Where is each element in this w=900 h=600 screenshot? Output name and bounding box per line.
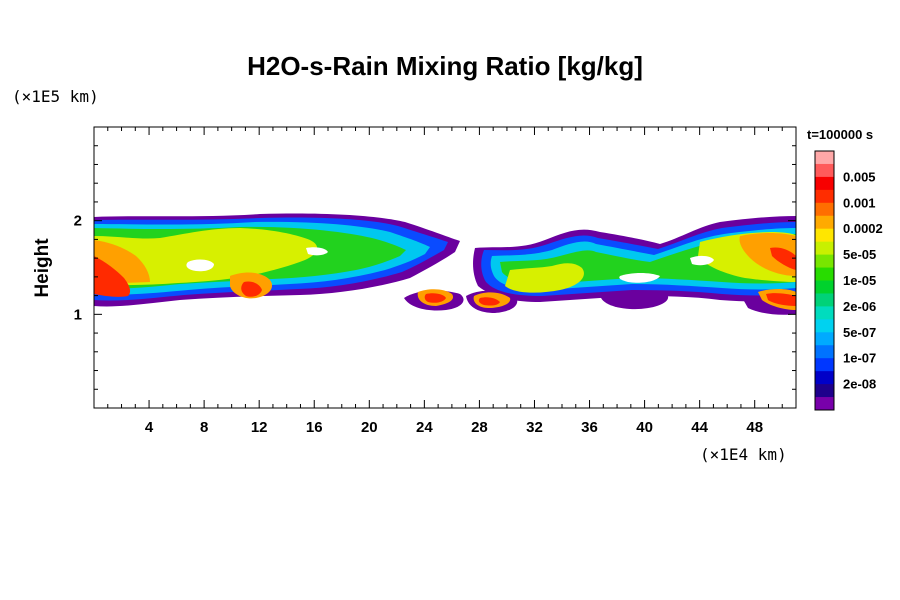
colorbar-swatch xyxy=(815,241,834,256)
x-axis-ticks: 4 8 12 16 20 24 28 32 36 40 44 48 xyxy=(107,127,797,436)
x-tick-label: 12 xyxy=(251,419,268,436)
chart-title: H2O-s-Rain Mixing Ratio [kg/kg] xyxy=(247,51,643,81)
colorbar-swatch xyxy=(815,384,834,398)
colorbar-label: 0.001 xyxy=(843,195,876,210)
colorbar-swatch xyxy=(815,202,834,217)
colorbar-swatch xyxy=(815,306,834,320)
colorbar-swatch xyxy=(815,332,834,346)
x-tick-label: 32 xyxy=(526,419,543,436)
colorbar-swatch xyxy=(815,228,834,243)
x-tick-label: 20 xyxy=(361,419,378,436)
colorbar-swatch xyxy=(815,176,834,191)
x-tick-label: 44 xyxy=(691,419,708,436)
time-label: t=100000 s xyxy=(807,127,873,142)
x-tick-label: 28 xyxy=(471,419,488,436)
contour-band-red xyxy=(94,247,796,306)
colorbar-swatch xyxy=(815,345,834,359)
plot-frame xyxy=(93,126,797,409)
colorbar-label: 5e-05 xyxy=(843,247,876,262)
colorbar-label: 2e-08 xyxy=(843,377,876,392)
colorbar-label: 1e-07 xyxy=(843,351,876,366)
colorbar-frame xyxy=(814,150,835,411)
colorbar-swatch xyxy=(815,215,834,230)
colorbar-label: 2e-06 xyxy=(843,299,876,314)
x-tick-label: 4 xyxy=(145,419,154,436)
x-tick-label: 8 xyxy=(200,419,208,436)
contour-holes xyxy=(186,247,714,283)
x-tick-label: 24 xyxy=(416,419,433,436)
y-tick-label: 1 xyxy=(74,306,82,323)
colorbar-swatch xyxy=(815,371,834,385)
y-axis-label: Height xyxy=(32,238,53,298)
colorbar-label: 0.0002 xyxy=(843,221,883,236)
colorbar-swatch xyxy=(815,189,834,204)
x-tick-label: 36 xyxy=(581,419,598,436)
colorbar-swatch xyxy=(815,151,834,165)
colorbar-swatch xyxy=(815,163,834,178)
colorbar: 0.005 0.001 0.0002 5e-05 1e-05 2e-06 5e-07 1e-0… xyxy=(814,150,883,411)
colorbar-label: 1e-05 xyxy=(843,273,876,288)
colorbar-swatch xyxy=(815,319,834,333)
y-tick-label: 2 xyxy=(74,213,82,230)
x-unit-label: (×1E4 km) xyxy=(700,445,787,464)
x-tick-label: 16 xyxy=(306,419,323,436)
colorbar-label: 0.005 xyxy=(843,169,876,184)
colorbar-swatch xyxy=(815,293,834,307)
colorbar-swatch xyxy=(815,358,834,372)
x-tick-label: 40 xyxy=(636,419,653,436)
colorbar-swatch xyxy=(815,397,834,411)
colorbar-swatch xyxy=(815,254,834,269)
colorbar-swatch xyxy=(815,267,834,281)
colorbar-label: 5e-07 xyxy=(843,325,876,340)
contour-field xyxy=(94,213,796,315)
y-axis-ticks: 12 xyxy=(74,145,796,390)
colorbar-swatch xyxy=(815,280,834,294)
x-tick-label: 48 xyxy=(746,419,763,436)
y-unit-label: (×1E5 km) xyxy=(12,87,99,106)
